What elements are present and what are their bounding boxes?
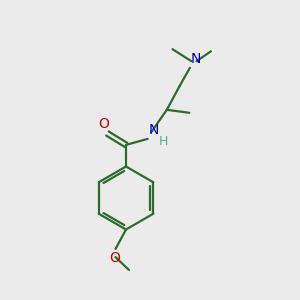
Text: O: O [98, 117, 109, 131]
Text: N: N [148, 123, 159, 137]
Text: H: H [159, 135, 168, 148]
Text: N: N [191, 52, 201, 66]
Text: O: O [110, 250, 120, 265]
